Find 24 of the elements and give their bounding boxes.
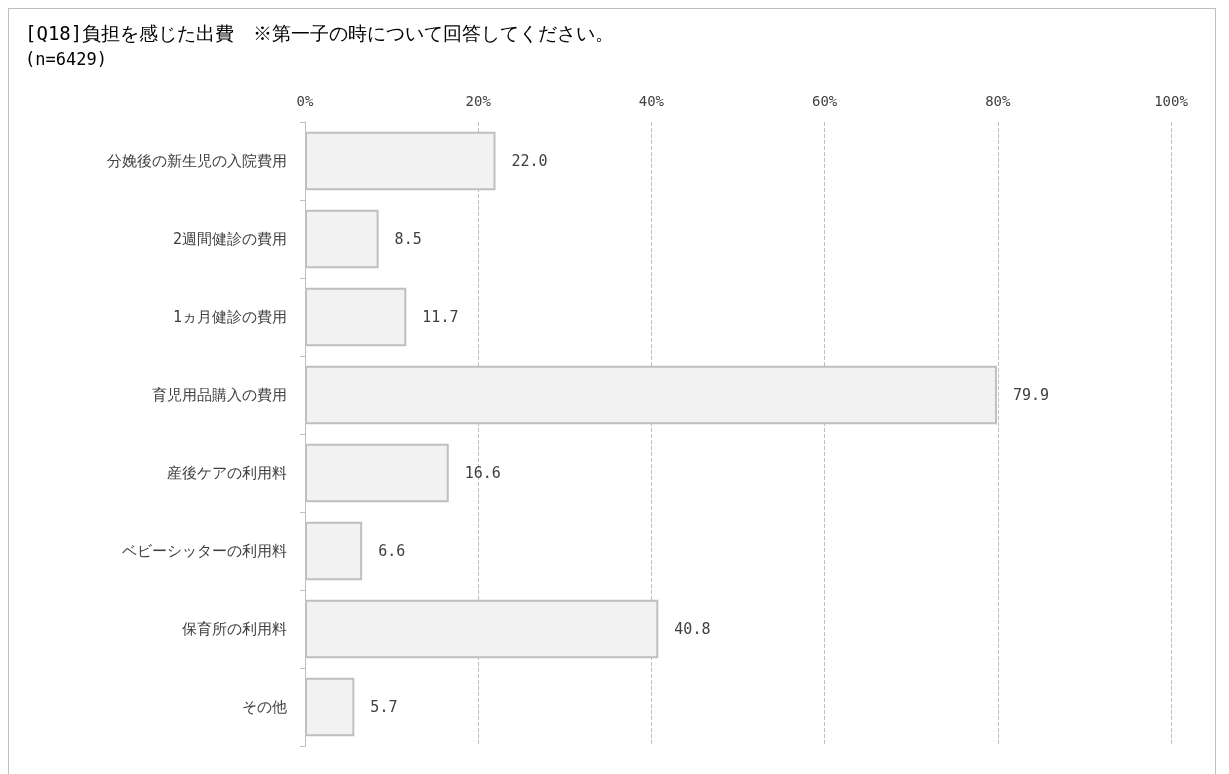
data-label: 40.8 <box>674 620 711 638</box>
x-tick-label: 40% <box>638 93 665 109</box>
y-tick-label: その他 <box>242 698 287 716</box>
text: (n=6429) <box>25 48 107 69</box>
x-tick-label: 0% <box>296 93 314 109</box>
chart-title: [Q18]負担を感じた出費 ※第一子の時について回答してください。 <box>25 21 615 44</box>
y-tick-label: 育児用品購入の費用 <box>152 386 287 404</box>
data-label: 8.5 <box>394 230 422 248</box>
data-label: 11.7 <box>422 308 459 326</box>
x-tick-label: 80% <box>985 93 1012 109</box>
y-tick-label: 分娩後の新生児の入院費用 <box>107 152 287 170</box>
y-tick-label: ベビーシッターの利用料 <box>122 542 287 560</box>
x-tick-label: 20% <box>465 93 492 109</box>
y-tick-label: 保育所の利用料 <box>182 620 287 638</box>
data-label: 22.0 <box>511 152 548 170</box>
data-label: 79.9 <box>1012 386 1050 404</box>
x-tick-label: 100% <box>1154 93 1189 109</box>
data-label: 5.7 <box>370 698 398 716</box>
y-tick-label: 2週間健診の費用 <box>172 230 287 248</box>
y-tick-label: 1ヵ月健診の費用 <box>172 308 287 326</box>
data-label: 16.6 <box>464 464 501 482</box>
x-tick-label: 60% <box>811 93 838 109</box>
data-label: 6.6 <box>378 542 406 560</box>
y-tick-label: 産後ケアの利用料 <box>167 464 287 482</box>
